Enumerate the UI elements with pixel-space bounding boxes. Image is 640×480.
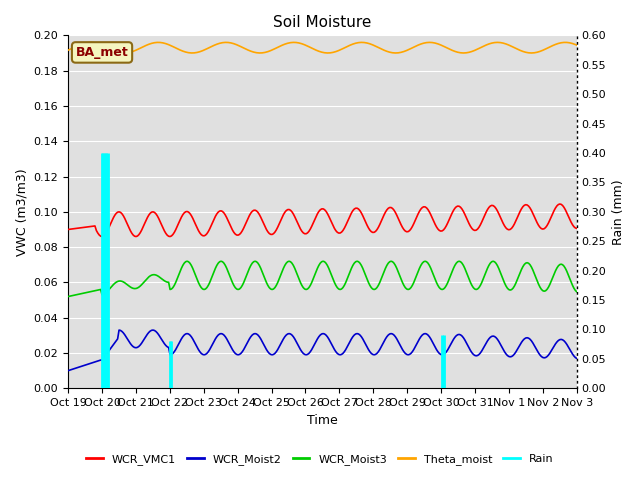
WCR_VMC1 [590,201,598,206]
Y-axis label: VWC (m3/m3): VWC (m3/m3) [15,168,28,256]
WCR_Moist2 [345,341,353,347]
WCR_Moist3 [533,278,541,284]
WCR_Moist2 [607,357,614,362]
Theta_moist [607,48,614,53]
Theta_moist [343,44,351,49]
Theta_moist [83,40,90,46]
WCR_Moist3 [345,273,353,278]
WCR_VMC1 [607,225,614,230]
X-axis label: Time: Time [307,414,338,427]
WCR_Moist2 [452,333,460,338]
Y-axis label: Rain (mm): Rain (mm) [612,179,625,245]
WCR_Moist3 [183,258,191,264]
WCR_Moist3 [607,290,614,296]
WCR_VMC1 [64,227,72,232]
Line: WCR_VMC1: WCR_VMC1 [68,204,611,237]
WCR_Moist3 [604,287,612,292]
WCR_Moist2 [83,362,90,368]
WCR_VMC1 [98,234,106,240]
WCR_Moist2 [604,354,612,360]
WCR_Moist2 [100,355,108,361]
Legend: WCR_VMC1, WCR_Moist2, WCR_Moist3, Theta_moist, Rain: WCR_VMC1, WCR_Moist2, WCR_Moist3, Theta_… [82,450,558,469]
Line: Theta_moist: Theta_moist [68,42,611,53]
Theta_moist [527,50,535,56]
Theta_moist [451,48,459,54]
Title: Soil Moisture: Soil Moisture [273,15,372,30]
WCR_Moist2 [533,348,541,353]
WCR_Moist2 [64,368,72,373]
Theta_moist [64,48,72,53]
Theta_moist [605,48,613,54]
WCR_VMC1 [101,232,109,238]
WCR_VMC1 [533,220,541,226]
Theta_moist [100,43,108,48]
Text: BA_met: BA_met [76,46,129,59]
Line: WCR_Moist2: WCR_Moist2 [68,330,611,371]
Theta_moist [534,49,542,55]
WCR_Moist3 [64,294,72,300]
WCR_Moist2 [115,327,123,333]
Line: WCR_Moist3: WCR_Moist3 [68,261,611,297]
WCR_Moist3 [452,260,460,266]
WCR_VMC1 [345,216,353,222]
WCR_Moist3 [100,291,108,297]
WCR_VMC1 [83,224,90,230]
WCR_Moist3 [83,289,90,295]
WCR_VMC1 [605,225,613,230]
WCR_VMC1 [452,204,460,210]
Theta_moist [493,39,501,45]
